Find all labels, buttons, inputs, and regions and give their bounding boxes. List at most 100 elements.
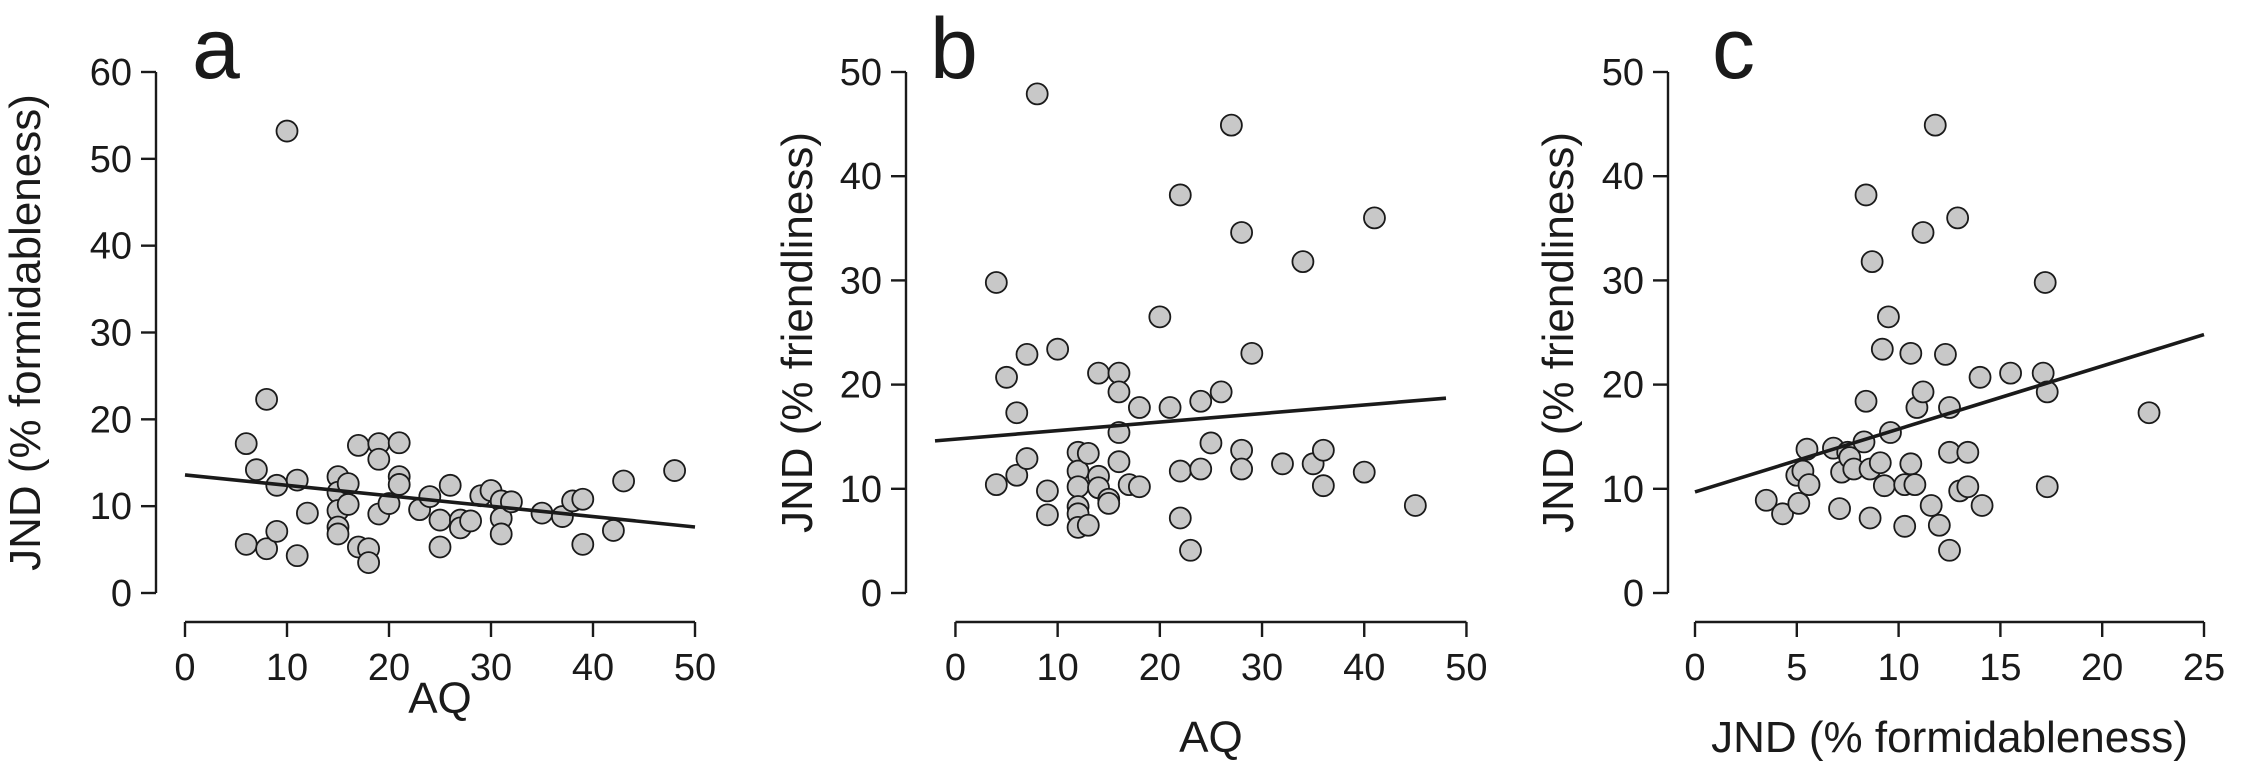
data-point [1015,342,1039,366]
y-tick-label: 50 [90,139,132,181]
x-tick-label: 0 [174,647,195,689]
data-point [1868,451,1892,475]
data-point [984,473,1008,497]
data-point [1854,183,1878,207]
data-point [1858,506,1882,530]
data-point [1005,401,1029,425]
data-point [275,119,299,143]
x-tick-label: 0 [945,647,966,689]
y-tick-label: 20 [1602,365,1644,407]
data-point [1797,473,1821,497]
data-point [1097,491,1121,515]
x-tick-label: 40 [1343,647,1385,689]
data-point [602,519,625,542]
y-axis-title: JND (% friendliness) [773,132,822,533]
y-tick-label: 20 [840,365,882,407]
x-tick-label: 50 [674,647,716,689]
data-point [1107,380,1131,404]
y-tick-label: 30 [1602,260,1644,302]
data-point [1128,475,1151,499]
panel-b: b 0 10 20 30 40 50 0 10 20 30 40 50 AQ JND (% friendli… [773,1,1488,762]
data-point [1271,452,1294,476]
data-point [1158,396,1182,419]
data-point [346,433,370,457]
data-point [1787,491,1811,515]
data-point [1209,380,1233,404]
data-point [1036,503,1059,527]
data-point [984,271,1008,294]
data-point [336,493,360,516]
y-tick-label: 40 [90,226,132,268]
data-point [1199,431,1223,455]
data-point [1230,221,1253,244]
data-point [1877,305,1900,329]
data-point [459,509,483,533]
data-point [326,522,350,546]
data-point [1363,206,1386,230]
y-tick-label: 50 [840,52,882,94]
data-point [571,487,595,511]
data-point [1893,514,1917,538]
data-point [1403,494,1427,517]
data-point [255,387,279,411]
data-point [1107,361,1131,385]
data-point [357,551,381,575]
data-point [1311,474,1335,498]
data-point [285,544,309,568]
y-tick-label: 50 [1602,52,1644,94]
y-axis-title: JND (% formidableness) [1,94,50,571]
data-point [489,522,513,546]
data-point [571,532,595,556]
x-tick-label: 20 [2081,647,2123,689]
data-point [1828,497,1851,520]
data-point [1860,250,1884,274]
data-point [1179,538,1202,562]
x-tick-label: 20 [1139,647,1181,689]
data-point [1946,206,1970,230]
y-tick-label: 0 [111,573,132,615]
data-point [1036,479,1059,503]
data-point [1899,452,1923,476]
data-point [428,508,452,532]
data-point [1923,113,1947,137]
x-tick-label: 50 [1445,647,1487,689]
data-point [1168,506,1192,530]
data-point [1230,438,1253,462]
y-tick-label: 10 [1602,469,1644,511]
regression-line [184,473,696,529]
y-tick-label: 0 [861,573,882,615]
data-point [1128,396,1151,419]
data-point [234,532,258,556]
y-tick-label: 30 [90,313,132,355]
data-point [1015,447,1039,470]
data-point [1872,474,1896,498]
data-point [663,459,686,482]
data-point [1311,438,1335,462]
panel-a: a 0 10 20 30 40 50 60 0 10 20 30 40 50 AQ JND (% formid… [1,1,716,723]
regression-line [1694,332,2205,494]
data-point [387,431,411,455]
x-tick-label: 5 [1786,647,1807,689]
data-point [1219,113,1243,137]
data-point [377,492,401,515]
data-point [1970,494,1994,517]
y-tick-label: 30 [840,260,882,302]
data-point [438,473,462,497]
x-tick-label: 20 [368,647,410,689]
data-point [995,365,1018,389]
data-point [1938,538,1961,562]
x-tick-label: 30 [470,647,512,689]
data-point [1956,475,1980,499]
data-point [1911,380,1935,404]
data-point [2137,401,2161,425]
x-tick-label: 15 [1979,647,2021,689]
y-tick-label: 20 [90,399,132,441]
data-point [1854,389,1878,413]
data-point [265,519,289,543]
data-point [1076,441,1100,465]
data-point [1899,341,1923,365]
data-point [1168,459,1192,483]
x-axis-title: AQ [408,674,472,723]
y-tick-label: 0 [1623,573,1644,615]
